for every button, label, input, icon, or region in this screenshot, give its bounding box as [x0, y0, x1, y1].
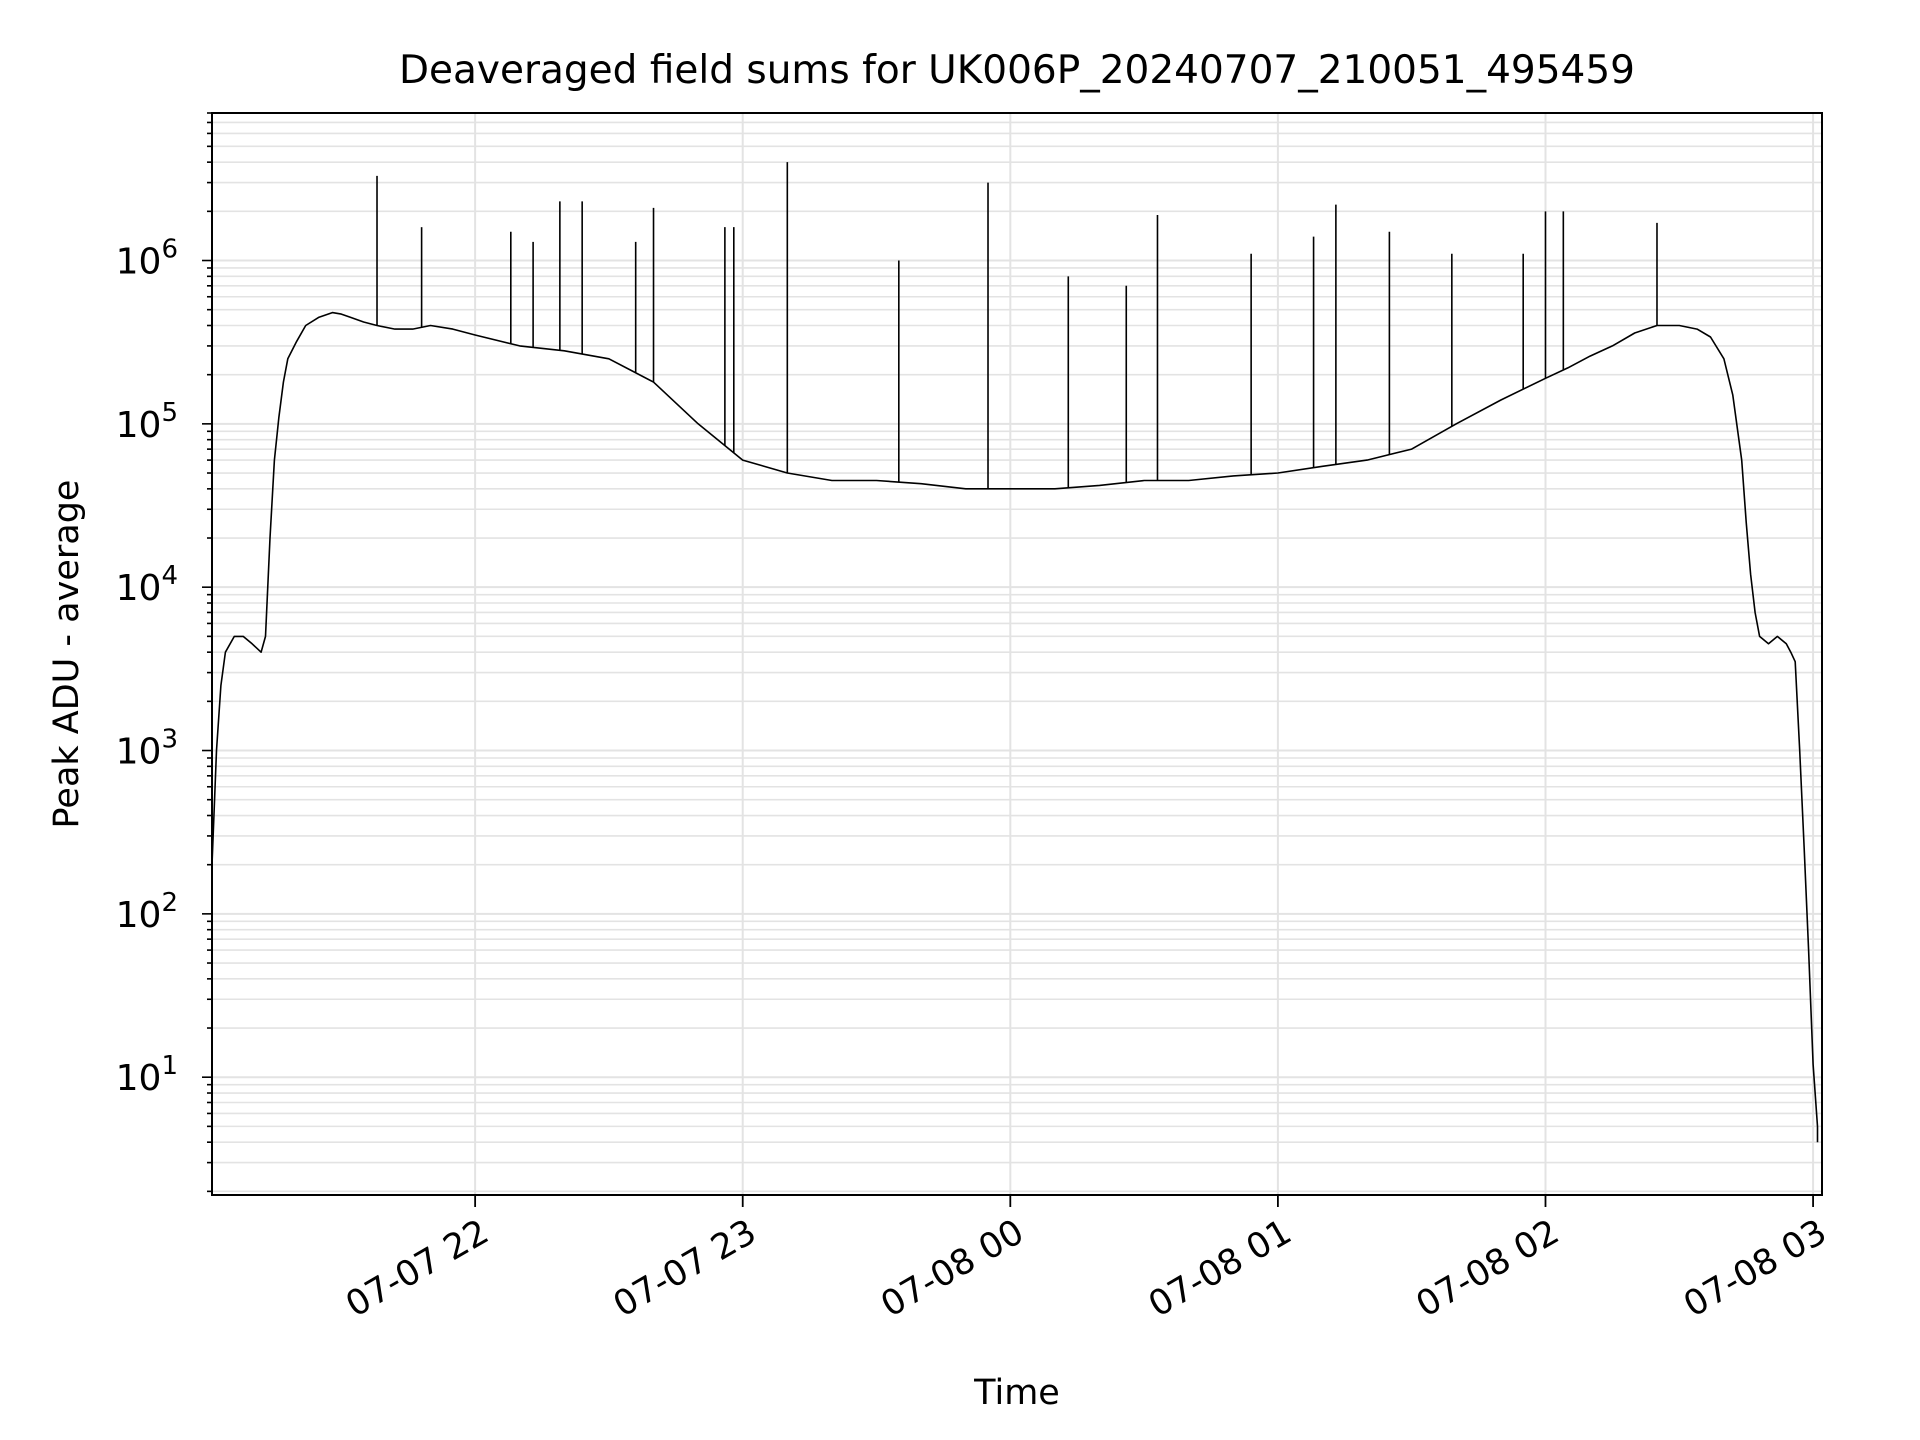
x-axis-label: Time [973, 1373, 1060, 1413]
y-tick-label: 105 [116, 398, 178, 446]
series-line [211, 311, 1819, 1143]
y-tick-label: 102 [116, 888, 178, 936]
y-tick-label: 101 [116, 1051, 178, 1099]
chart-title: Deaveraged field sums for UK006P_2024070… [399, 48, 1635, 93]
y-axis: 101 102 103 104 105 106 [116, 112, 212, 1193]
y-axis-label: Peak ADU - average [47, 480, 87, 829]
plot-frame [211, 112, 1823, 1196]
y-tick-label: 106 [116, 235, 178, 283]
y-tick-label: 104 [116, 561, 178, 609]
series-layer [211, 162, 1819, 1143]
y-tick-label: 103 [116, 725, 178, 773]
